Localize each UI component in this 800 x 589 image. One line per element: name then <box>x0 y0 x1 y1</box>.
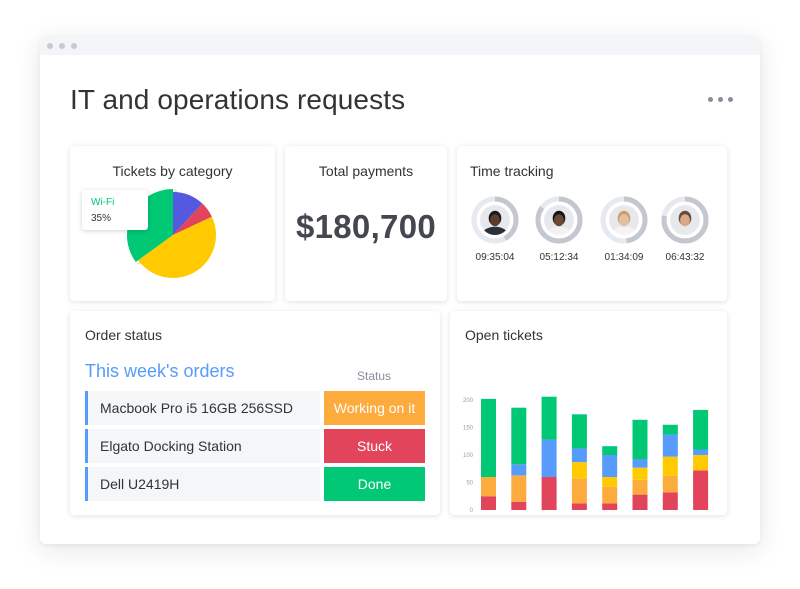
bar-segment[interactable] <box>632 479 648 495</box>
bar-segment[interactable] <box>571 462 587 479</box>
bar-segment[interactable] <box>662 434 678 457</box>
page-title: IT and operations requests <box>70 84 406 115</box>
order-item-name: Macbook Pro i5 16GB 256SSD <box>100 400 293 416</box>
order-item-name: Elgato Docking Station <box>100 438 242 454</box>
bar-segment[interactable] <box>693 409 709 450</box>
bar-segment[interactable] <box>632 467 648 480</box>
bar-segment[interactable] <box>632 419 648 460</box>
avatar <box>609 205 639 235</box>
bar-segment[interactable] <box>511 501 527 510</box>
open-tickets-card: Open tickets 0 50 100 150 200 <box>450 311 727 515</box>
status-cell-done[interactable]: Done <box>324 467 425 501</box>
time-value: 09:35:04 <box>475 252 515 263</box>
bar-segment[interactable] <box>693 449 709 456</box>
bar-segment[interactable] <box>571 503 587 510</box>
bar-segment[interactable] <box>481 398 496 477</box>
status-cell-stuck[interactable]: Stuck <box>324 429 425 463</box>
card-title: Total payments <box>318 163 414 179</box>
order-status-card: Order status This week's orders Status M… <box>70 311 440 515</box>
bar-segment[interactable] <box>541 477 557 510</box>
tooltip-value: 35% <box>91 213 112 224</box>
bar-segment[interactable] <box>481 496 496 510</box>
bar-segment[interactable] <box>511 475 527 502</box>
bar-segment[interactable] <box>662 475 678 493</box>
time-value: 01:34:09 <box>604 252 644 263</box>
avatar <box>544 205 574 235</box>
bar-segment[interactable] <box>481 477 496 497</box>
y-tick-label: 150 <box>463 426 474 432</box>
bar-segment[interactable] <box>511 407 527 465</box>
progress-ring-fill <box>600 196 648 244</box>
time-tracking-person[interactable]: 01:34:09 <box>589 196 659 276</box>
y-tick-label: 200 <box>463 398 474 404</box>
orders-heading: This week's orders <box>85 361 235 381</box>
bar-segment[interactable] <box>662 492 678 510</box>
order-row[interactable]: Elgato Docking Station <box>85 429 320 463</box>
avatar <box>670 205 700 235</box>
card-title: Tickets by category <box>112 163 233 179</box>
more-horizontal-icon[interactable] <box>708 92 734 106</box>
window-control-dot[interactable] <box>71 43 77 49</box>
pie-slice[interactable] <box>138 210 232 295</box>
total-payments-value: $180,700 <box>295 208 437 245</box>
time-value: 05:12:34 <box>539 252 579 263</box>
time-tracking-card: Time tracking 09:35:04 05:12:34 01:34:09 06… <box>457 146 727 301</box>
bar-segment[interactable] <box>602 486 618 504</box>
pie-slice[interactable] <box>168 203 212 241</box>
card-title: Order status <box>85 327 163 343</box>
status-cell-working[interactable]: Working on it <box>324 391 425 425</box>
bar-segment[interactable] <box>602 446 618 455</box>
bar-segment[interactable] <box>541 439 557 477</box>
pie-slice[interactable] <box>153 182 208 235</box>
order-item-name: Dell U2419H <box>100 476 180 492</box>
window-titlebar <box>40 36 760 55</box>
total-payments-card: Total payments $180,700 <box>285 146 447 301</box>
window-control-dot[interactable] <box>59 43 65 49</box>
bar-segment[interactable] <box>602 477 618 487</box>
order-row[interactable]: Dell U2419H <box>85 467 320 501</box>
y-tick-label: 50 <box>466 481 473 487</box>
dashboard-window: IT and operations requests Tickets by ca… <box>40 36 760 544</box>
progress-ring-fill <box>661 196 709 244</box>
bar-segment[interactable] <box>662 424 678 435</box>
time-tracking-person[interactable]: 05:12:34 <box>524 196 594 276</box>
status-column-header: Status <box>356 369 392 383</box>
progress-ring-fill <box>471 196 519 244</box>
tickets-by-category-card: Tickets by category Wi-Fi 35% <box>70 146 275 301</box>
time-tracking-person[interactable]: 09:35:04 <box>460 196 530 276</box>
bar-segment[interactable] <box>662 456 678 476</box>
tooltip-label: Wi-Fi <box>91 197 115 208</box>
card-title: Time tracking <box>470 163 554 179</box>
bar-segment[interactable] <box>571 414 587 449</box>
bar-segment[interactable] <box>602 455 618 477</box>
time-tracking-person[interactable]: 06:43:32 <box>650 196 720 276</box>
progress-ring-fill <box>535 196 583 244</box>
card-title: Open tickets <box>465 327 543 343</box>
bar-segment[interactable] <box>632 494 648 510</box>
bar-segment[interactable] <box>571 448 587 463</box>
bar-segment[interactable] <box>632 459 648 468</box>
y-tick-label: 100 <box>463 453 474 459</box>
open-tickets-bar-chart: 0 50 100 150 200 <box>463 396 709 514</box>
pie-tooltip: Wi-Fi 35% <box>82 190 148 230</box>
bar-segment[interactable] <box>602 503 618 510</box>
order-row[interactable]: Macbook Pro i5 16GB 256SSD <box>85 391 320 425</box>
bar-segment[interactable] <box>571 478 587 504</box>
bar-segment[interactable] <box>693 455 709 471</box>
bar-segment[interactable] <box>541 396 557 440</box>
bar-segment[interactable] <box>511 464 527 476</box>
window-control-dot[interactable] <box>47 43 53 49</box>
avatar <box>480 205 510 235</box>
bar-segment[interactable] <box>693 470 709 510</box>
time-value: 06:43:32 <box>665 252 705 263</box>
y-tick-label: 0 <box>470 508 474 514</box>
